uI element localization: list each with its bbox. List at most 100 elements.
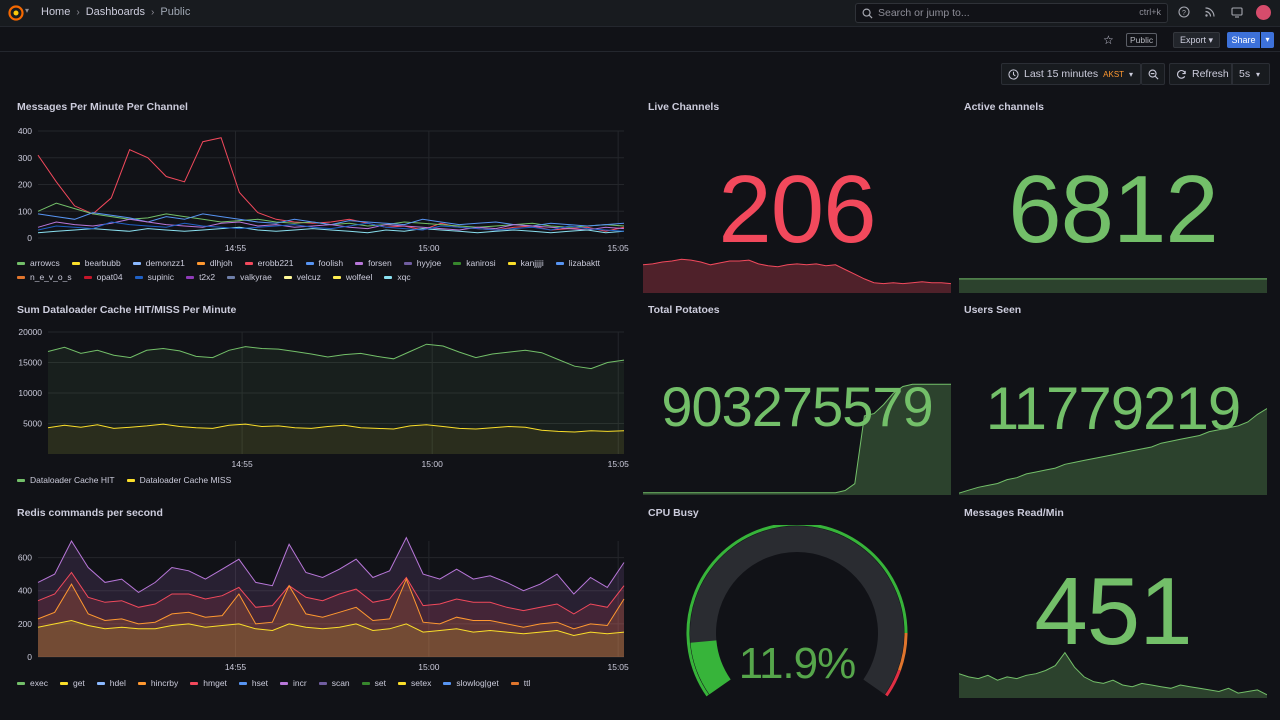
gauge-threshold-orange [897,632,908,671]
panel-total-potatoes: Total Potatoes 903275579 [643,304,951,496]
legend-swatch [227,275,236,279]
time-range-label: Last 15 minutes [1024,68,1099,80]
series-area [48,424,624,454]
legend-item[interactable]: wolfeel [332,272,373,282]
legend-item[interactable]: hyyjoe [403,258,441,268]
legend-swatch [555,261,564,265]
legend-label: xqc [397,272,411,282]
legend-item[interactable]: demonzz1 [132,258,185,268]
legend-item[interactable]: set [361,678,386,688]
legend-swatch [361,681,370,685]
panel-title: Messages Read/Min [964,507,1064,519]
legend-item[interactable]: xqc [384,272,411,282]
legend-item[interactable]: hset [238,678,268,688]
legend-item[interactable]: dlhjoh [196,258,233,268]
gauge-track [690,526,904,695]
legend-item[interactable]: lizabaktt [555,258,600,268]
legend-item[interactable]: incr [279,678,307,688]
zoom-out-icon [1148,69,1158,80]
redis-area-chart: 0 200 400 600 14:55 15:00 15:05 [18,536,629,672]
refresh-interval-picker[interactable]: 5s ▾ [1232,63,1270,85]
sparkline-line [643,383,951,494]
breadcrumb-dashboards[interactable]: Dashboards [85,6,146,18]
grafana-logo-icon[interactable] [8,5,24,21]
legend-item[interactable]: slowlog|get [443,678,499,688]
legend-swatch [137,681,146,685]
legend-item[interactable]: get [59,678,85,688]
gauge-fill [690,639,731,695]
legend-item[interactable]: hdel [96,678,126,688]
legend-label: foolish [318,258,344,268]
legend-label: t2x2 [199,272,216,282]
legend-swatch [318,681,327,685]
legend-label: erobb221 [257,258,294,268]
legend-swatch [238,681,247,685]
legend-item[interactable]: exec [17,678,48,688]
legend-item[interactable]: bearbubb [71,258,121,268]
share-button[interactable]: Share [1227,32,1260,48]
sparkline [959,408,1267,495]
breadcrumb-home[interactable]: Home [41,6,71,18]
legend-swatch [279,681,288,685]
chevron-down-icon[interactable]: ▾ [25,6,30,15]
legend-swatch [403,261,412,265]
star-icon[interactable]: ☆ [1103,33,1114,47]
series-line [37,536,625,595]
legend-item[interactable]: erobb221 [244,258,294,268]
legend-swatch [510,681,519,685]
help-icon[interactable]: ? [1177,6,1191,20]
export-label: Export [1180,35,1207,45]
legend-item[interactable]: ttl [510,678,530,688]
legend-item[interactable]: scan [318,678,350,688]
kiosk-icon[interactable] [1230,6,1244,20]
legend-label: get [72,678,85,688]
series-line [37,226,625,234]
dashboard-controls-bar: ☆ Public Export ▾ Share ▾ [0,28,1280,52]
legend-item[interactable]: velcuz [283,272,321,282]
series-line [37,577,625,630]
legend-item[interactable]: valkyrae [227,272,272,282]
legend-item[interactable]: forsen [355,258,392,268]
y-tick-label: 200 [18,180,32,190]
legend-item[interactable]: supinic [134,272,174,282]
legend-swatch [59,681,68,685]
legend-item[interactable]: hmget [190,678,227,688]
legend-label: forsen [368,258,392,268]
stat-value: 206 [718,156,876,263]
legend-swatch [355,261,364,265]
legend-swatch [17,681,25,685]
share-dropdown-chevron-icon[interactable]: ▾ [1261,32,1274,48]
refresh-icon [1177,69,1186,79]
messages-line-chart: 0 100 200 300 400 14:55 15:00 15:05 [18,126,629,253]
sparkline-line [643,258,951,285]
legend-item[interactable]: arrowcs [17,258,60,268]
legend-swatch [71,261,80,265]
refresh-button[interactable]: Refresh [1169,63,1232,85]
legend-item[interactable]: n_e_v_o_s [17,272,72,282]
search-input[interactable]: Search or jump to... ctrl+k [855,3,1168,23]
legend-item[interactable]: opat04 [83,272,123,282]
legend-swatch [283,275,292,279]
rss-icon[interactable] [1203,6,1217,20]
legend-item[interactable]: foolish [305,258,344,268]
legend-item[interactable]: t2x2 [186,272,215,282]
export-button[interactable]: Export ▾ [1173,32,1221,48]
y-tick-label: 0 [27,652,32,662]
time-range-picker[interactable]: Last 15 minutes AKST ▾ [1001,63,1141,85]
legend-item[interactable]: setex [398,678,431,688]
svg-text:?: ? [1182,10,1186,17]
legend-item[interactable]: hincrby [137,678,178,688]
search-icon [862,8,873,19]
avatar[interactable] [1256,5,1271,20]
legend-item[interactable]: kanirosi [453,258,496,268]
zoom-out-button[interactable] [1141,63,1165,85]
legend-label: wolfeel [345,272,373,282]
legend-item[interactable]: Dataloader Cache MISS [126,475,231,485]
legend-label: n_e_v_o_s [30,272,72,282]
legend-label: scan [331,678,350,688]
legend-item[interactable]: kanjjjji [507,258,544,268]
legend-item[interactable]: Dataloader Cache HIT [17,475,115,485]
panel-live-channels: Live Channels 206 [643,101,951,293]
stat-value: 11779219 [985,375,1242,442]
chart-legend: Dataloader Cache HIT Dataloader Cache MIS… [17,475,617,485]
